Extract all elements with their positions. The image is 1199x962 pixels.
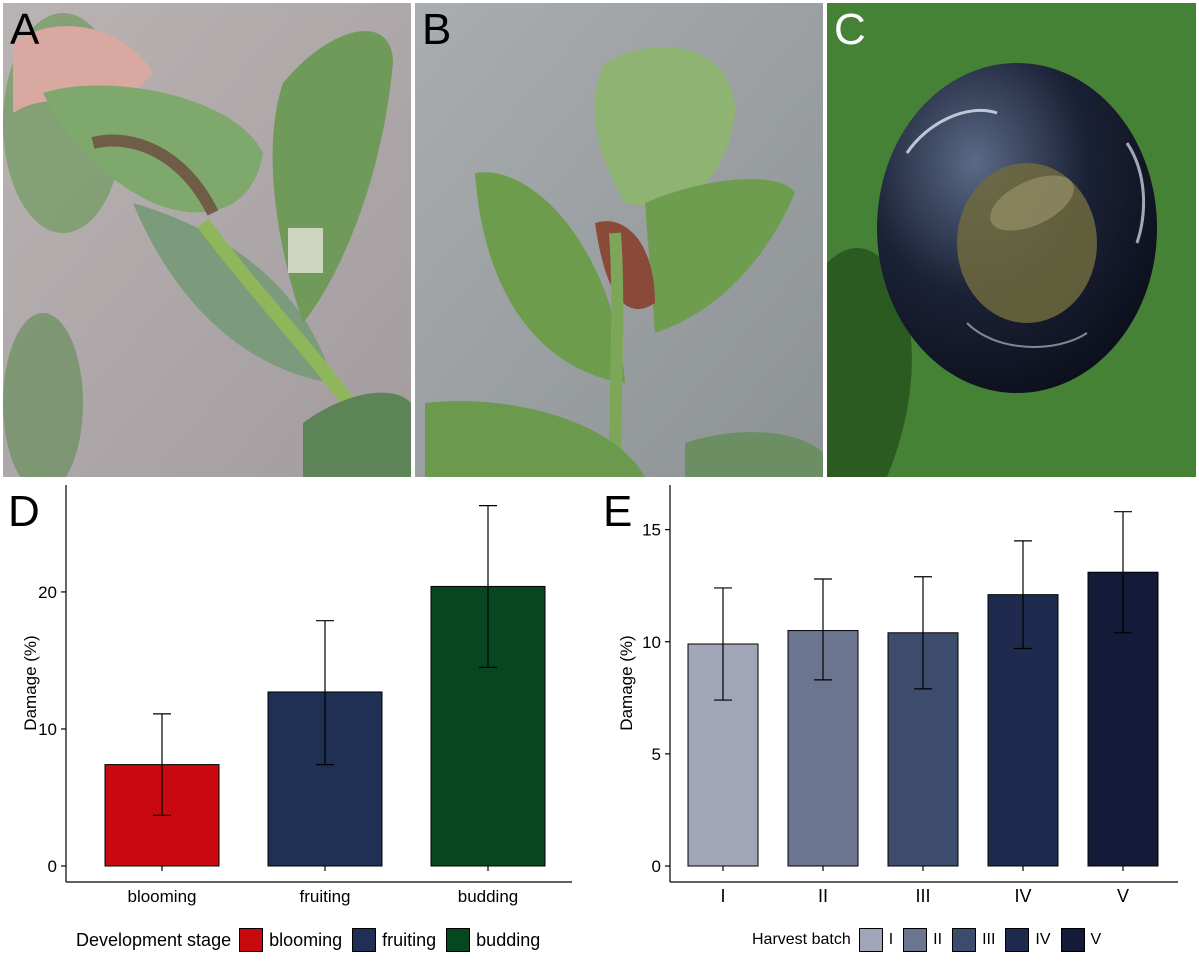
chart-e-bars (687, 571, 1159, 867)
legend-label: III (982, 931, 996, 948)
chart-e-legend-title: Harvest batch (752, 931, 851, 948)
damaged-berry-photo (827, 3, 1196, 477)
bar-I (687, 643, 759, 867)
legend-label: V (1090, 931, 1102, 948)
panel-label-d: D (8, 487, 40, 536)
category-label-budding: budding (458, 887, 519, 906)
category-label-II: II (818, 886, 828, 906)
legend-swatch (352, 928, 377, 952)
photo-panel-c (827, 3, 1196, 477)
panel-label-a: A (10, 5, 40, 54)
panel-label-c: C (834, 5, 866, 54)
bar-IV (987, 594, 1059, 867)
category-label-fruiting: fruiting (299, 887, 350, 906)
shoot-damage-photo (415, 3, 823, 477)
chart-d-category-labels: blooming fruiting budding (128, 866, 519, 906)
legend-swatch (1060, 928, 1085, 952)
chart-d-legend: Development stage blooming fruiting buddin… (76, 928, 550, 952)
y-tick-label: 20 (38, 583, 57, 602)
legend-label: I (888, 931, 894, 948)
legend-item-fruiting: fruiting (352, 928, 436, 952)
chart-e-legend: Harvest batch I II III IV V (752, 928, 1111, 952)
error-bar-budding (479, 504, 497, 668)
legend-label: fruiting (382, 929, 437, 950)
legend-label: IV (1035, 931, 1051, 948)
y-tick-label: 0 (48, 857, 57, 876)
chart-e-y-ticks: 0 5 10 15 (642, 521, 670, 876)
category-label-blooming: blooming (128, 887, 197, 906)
leaf-mine-photo (3, 3, 411, 477)
legend-item-IV: IV (1005, 928, 1051, 952)
chart-e-category-labels: I II III IV V (720, 866, 1129, 906)
category-label-III: III (915, 886, 930, 906)
legend-item-III: III (952, 928, 995, 952)
chart-d-legend-title: Development stage (76, 929, 232, 950)
error-bar-II (814, 578, 832, 681)
legend-item-V: V (1060, 928, 1102, 952)
bar-III (887, 632, 959, 867)
photo-panel-b (415, 3, 823, 477)
legend-swatch (239, 928, 264, 952)
panel-label-e: E (603, 487, 632, 536)
legend-item-blooming: blooming (239, 928, 342, 952)
error-bar-fruiting (316, 620, 334, 766)
chart-e-y-axis-label: Damage (%) (617, 635, 636, 730)
chart-e-error-bars (714, 511, 1132, 701)
legend-label: budding (476, 929, 541, 950)
y-tick-label: 15 (642, 521, 661, 540)
legend-item-II: II (903, 928, 942, 952)
error-bar-I (714, 587, 732, 701)
y-tick-label: 0 (652, 857, 661, 876)
chart-d-y-axis-label: Damage (%) (21, 635, 40, 730)
chart-d-development-stage: D Damage (%) 0 10 20 blooming fruiting buddi… (8, 485, 572, 906)
legend-label: II (933, 931, 943, 948)
bar-II (787, 630, 859, 867)
panel-label-b: B (422, 5, 452, 54)
legend-swatch (446, 928, 471, 952)
error-bar-IV (1014, 540, 1032, 650)
chart-d-error-bars (153, 504, 497, 816)
legend-swatch (858, 928, 883, 952)
bar-V (1087, 571, 1159, 867)
error-bar-III (914, 576, 932, 690)
legend-item-I: I (858, 928, 894, 952)
legend-label: blooming (269, 929, 343, 950)
y-tick-label: 10 (38, 720, 57, 739)
legend-swatch (1005, 928, 1030, 952)
legend-swatch (952, 928, 977, 952)
chart-d-y-ticks: 0 10 20 (38, 583, 66, 876)
category-label-I: I (720, 886, 725, 906)
photo-panel-a (3, 3, 411, 477)
error-bar-V (1114, 511, 1132, 634)
error-bar-blooming (153, 713, 171, 816)
category-label-V: V (1117, 886, 1129, 906)
y-tick-label: 5 (652, 745, 661, 764)
y-tick-label: 10 (642, 633, 661, 652)
legend-swatch (903, 928, 928, 952)
category-label-IV: IV (1014, 886, 1031, 906)
legend-item-budding: budding (446, 928, 540, 952)
